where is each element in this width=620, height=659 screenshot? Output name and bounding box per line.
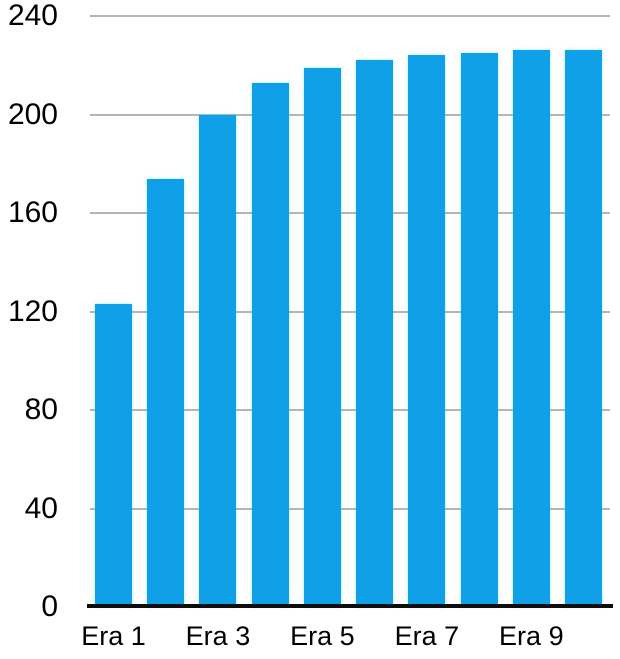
y-tick-label-120: 120 <box>7 294 58 328</box>
y-gridline-120 <box>90 310 610 313</box>
bar-era-9 <box>512 50 550 607</box>
x-tick-label-era-5: Era 5 <box>290 621 355 651</box>
bar-era-3 <box>199 114 237 607</box>
y-tick-label-80: 80 <box>24 393 58 426</box>
bar-era-8 <box>460 52 498 607</box>
x-tick-label-era-7: Era 7 <box>394 621 460 651</box>
bar-era-5 <box>303 67 341 607</box>
y-gridline-200 <box>90 113 610 116</box>
bar-era-4 <box>251 82 289 607</box>
bar-era-10 <box>565 50 603 607</box>
y-gridline-40 <box>90 507 610 510</box>
y-tick-label-160: 160 <box>7 196 58 229</box>
bar-era-2 <box>147 178 185 607</box>
bar-era-1 <box>95 304 132 607</box>
y-tick-label-240: 240 <box>7 0 58 32</box>
y-gridline-160 <box>90 212 610 214</box>
y-tick-label-0: 0 <box>41 590 58 623</box>
x-tick-label-era-9: Era 9 <box>499 621 564 651</box>
x-tick-label-era-3: Era 3 <box>185 621 251 651</box>
bar-era-7 <box>408 55 446 607</box>
plot-area <box>90 15 610 607</box>
y-gridline-240 <box>90 15 610 17</box>
y-tick-label-40: 40 <box>24 491 58 525</box>
x-axis-line <box>87 604 613 608</box>
x-tick-label-era-1: Era 1 <box>81 621 146 651</box>
bar-era-6 <box>356 60 394 607</box>
y-gridline-80 <box>90 409 610 411</box>
y-tick-label-200: 200 <box>7 97 58 131</box>
